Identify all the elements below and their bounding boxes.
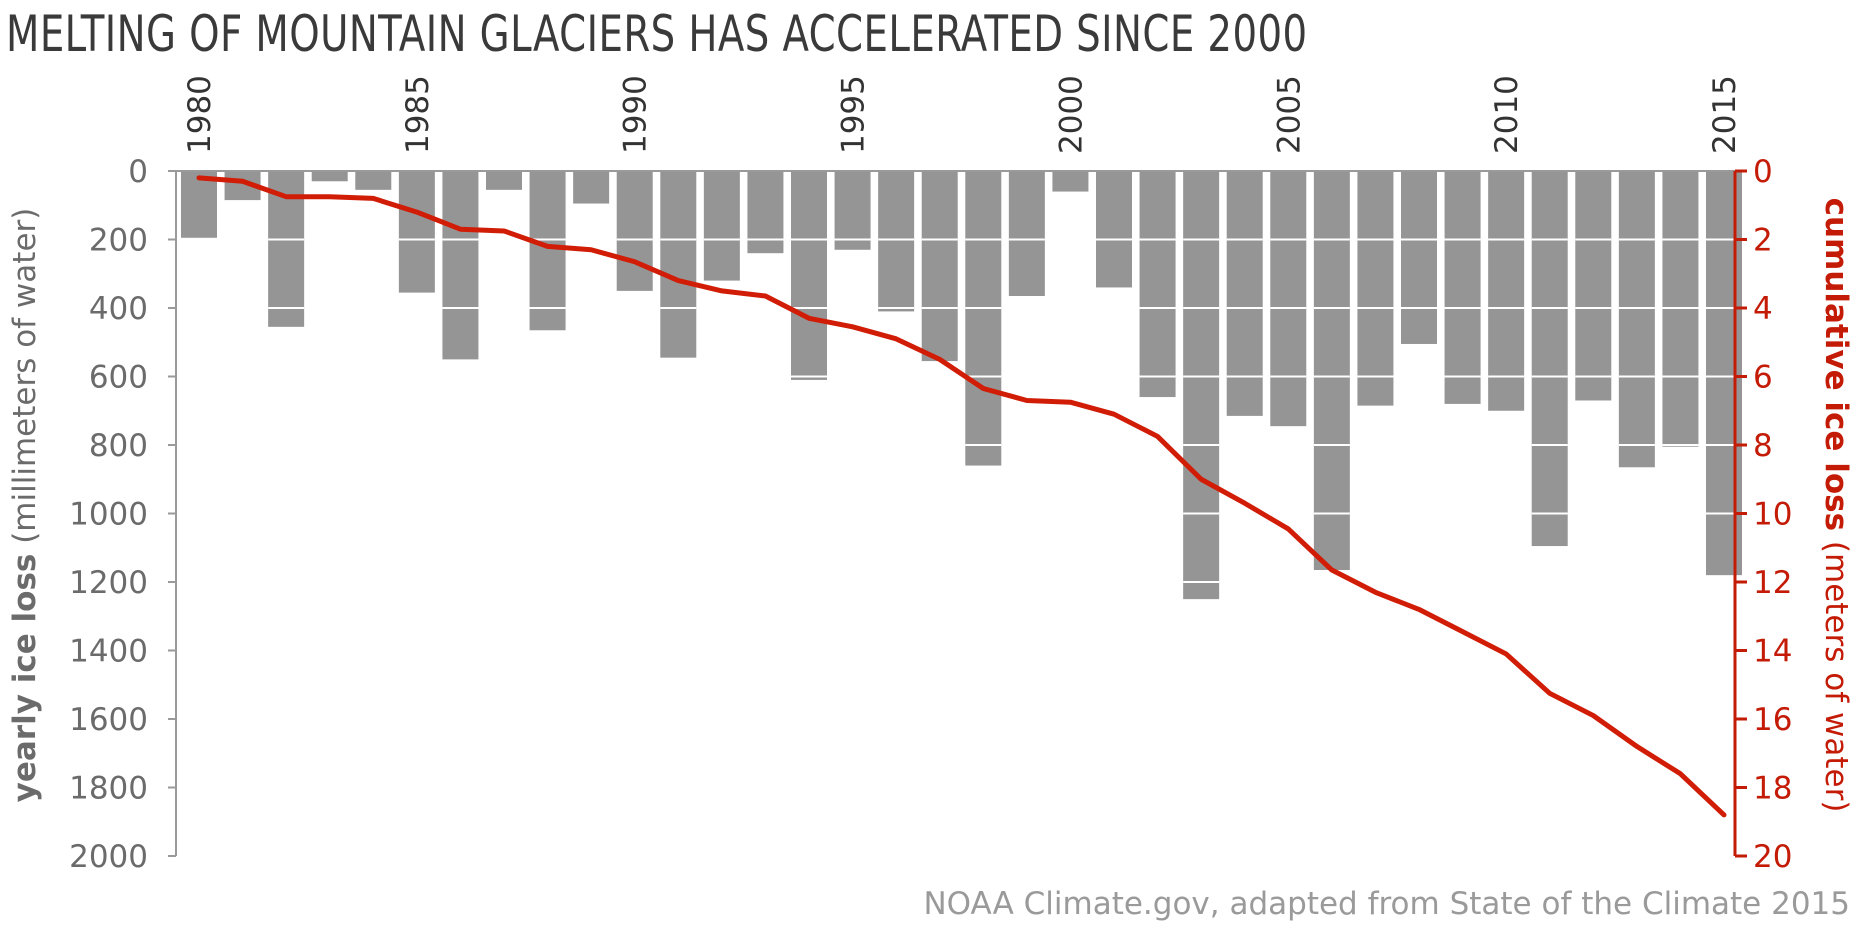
bar-2006 xyxy=(1313,171,1350,571)
year-label-1980: 1980 xyxy=(182,75,218,154)
bar-1980 xyxy=(181,171,217,238)
right-tick-label: 4 xyxy=(1753,291,1773,327)
left-tick-label: 2000 xyxy=(69,839,148,875)
bar-1993 xyxy=(747,171,784,254)
left-tick-label: 1200 xyxy=(69,565,148,601)
left-axis-title-bold: yearly ice loss xyxy=(7,554,43,803)
bar-1992 xyxy=(703,171,740,281)
right-axis-title-bold: cumulative ice loss xyxy=(1818,198,1854,531)
right-tick-label: 18 xyxy=(1753,771,1792,807)
right-tick-label: 0 xyxy=(1753,154,1773,190)
left-tick-label: 1800 xyxy=(69,771,148,807)
year-label-2005: 2005 xyxy=(1271,75,1307,154)
source-credit: NOAA Climate.gov, adapted from State of … xyxy=(923,886,1850,922)
bar-2003 xyxy=(1183,171,1220,600)
bar-1996 xyxy=(878,171,915,312)
bar-1986 xyxy=(442,171,479,360)
bar-1995 xyxy=(834,171,871,250)
bar-1988 xyxy=(529,171,566,331)
right-tick-label: 14 xyxy=(1753,634,1792,670)
right-axis-title-unit: (meters of water) xyxy=(1818,531,1854,812)
year-label-2000: 2000 xyxy=(1053,75,1089,154)
left-tick-label: 1000 xyxy=(69,497,148,533)
left-axis-title-unit: (millimeters of water) xyxy=(7,208,43,554)
bar-2000 xyxy=(1052,171,1089,192)
bar-2008 xyxy=(1401,171,1437,344)
bar-1998 xyxy=(965,171,1002,466)
bar-1983 xyxy=(311,171,348,182)
bar-2007 xyxy=(1357,171,1394,406)
cumulative-loss-line xyxy=(196,175,1727,818)
bar-1990 xyxy=(616,171,653,291)
bar-2005 xyxy=(1270,171,1307,427)
right-tick-label: 20 xyxy=(1753,839,1792,875)
bars-layer xyxy=(181,171,1742,600)
right-tick-label: 12 xyxy=(1753,565,1792,601)
left-tick-label: 200 xyxy=(89,223,148,259)
left-tick-label: 1600 xyxy=(69,702,148,738)
bar-2009 xyxy=(1444,171,1481,404)
right-tick-label: 8 xyxy=(1753,428,1773,464)
right-tick-label: 2 xyxy=(1753,223,1773,259)
left-tick-label: 1400 xyxy=(69,634,148,670)
right-tick-label: 10 xyxy=(1753,497,1792,533)
right-tick-label: 16 xyxy=(1753,702,1792,738)
year-label-1985: 1985 xyxy=(400,75,436,154)
axes-layer xyxy=(168,169,1747,858)
bar-2002 xyxy=(1139,171,1176,398)
bar-1999 xyxy=(1008,171,1045,297)
bar-1985 xyxy=(398,171,435,293)
bar-2004 xyxy=(1226,171,1263,416)
bar-2010 xyxy=(1488,171,1525,411)
year-label-1990: 1990 xyxy=(618,75,654,154)
year-label-2010: 2010 xyxy=(1489,75,1525,154)
bar-1994 xyxy=(791,171,827,380)
bar-1984 xyxy=(355,171,392,190)
labels-layer: 0 200 400 600 800 1000 1200 1400 1600 1800 2000 0 2 4… xyxy=(7,75,1854,922)
bar-2011 xyxy=(1531,171,1568,547)
bar-1997 xyxy=(921,171,958,362)
bar-1987 xyxy=(486,171,522,190)
right-axis-title: cumulative ice loss (meters of water) xyxy=(1818,198,1854,813)
bar-2013 xyxy=(1618,171,1655,468)
left-tick-label: 400 xyxy=(89,291,148,327)
bar-2012 xyxy=(1575,171,1612,401)
bar-1989 xyxy=(573,171,610,204)
bar-2001 xyxy=(1096,171,1132,288)
chart-title: MELTING OF MOUNTAIN GLACIERS HAS ACCELER… xyxy=(6,5,1308,63)
left-tick-label: 600 xyxy=(89,360,148,396)
bar-1991 xyxy=(660,171,697,358)
year-label-1995: 1995 xyxy=(836,75,872,154)
left-tick-label: 0 xyxy=(128,154,148,190)
year-label-2015: 2015 xyxy=(1707,75,1743,154)
line-layer xyxy=(196,175,1727,818)
left-tick-label: 800 xyxy=(89,428,148,464)
left-axis-title: yearly ice loss (millimeters of water) xyxy=(7,208,43,803)
right-tick-label: 6 xyxy=(1753,360,1773,396)
